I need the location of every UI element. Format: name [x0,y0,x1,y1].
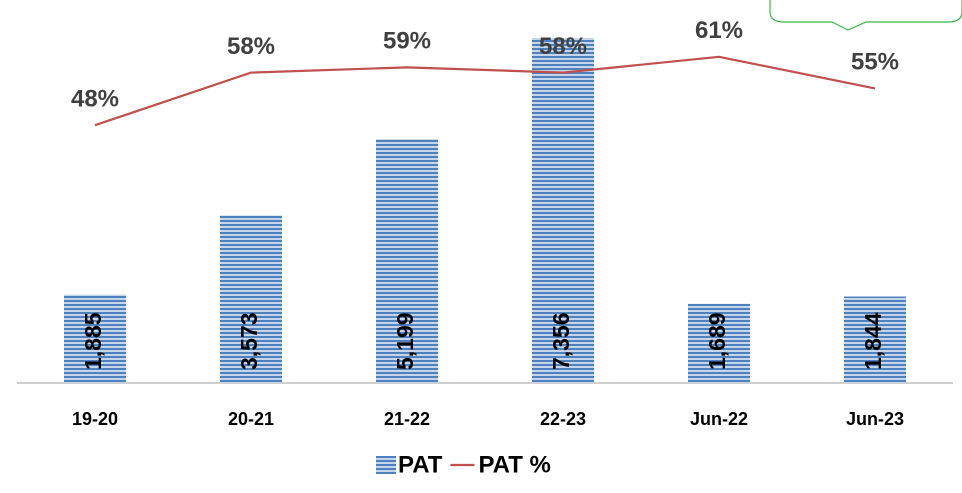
x-tick-label: 22-23 [540,409,586,429]
bar-value-label: 1,885 [80,312,106,370]
x-tick-label: 19-20 [72,409,118,429]
line-value-label: 61% [695,17,743,44]
bar [376,139,438,383]
bar [220,215,282,383]
bar [64,294,126,383]
bar-value-label: 7,356 [548,312,574,370]
x-tick-label: 21-22 [384,409,430,429]
line-value-label: 58% [539,33,587,60]
line-value-label: 59% [383,28,431,55]
bar-value-label: 1,844 [860,312,886,370]
legend-swatch [376,456,396,474]
bar-value-label: 3,573 [236,312,262,370]
x-tick-label: Jun-23 [846,409,904,429]
line-value-label: 55% [851,49,899,76]
line-value-label: 48% [71,86,119,113]
x-tick-label: 20-21 [228,409,274,429]
bar [532,38,594,383]
bar [844,296,906,383]
bar-value-label: 1,689 [704,312,730,370]
x-tick-label: Jun-22 [690,409,748,429]
bar [688,303,750,383]
callout-shape [769,0,962,31]
legend-label: PAT [398,451,443,478]
legend-label: PAT % [478,451,550,478]
line [94,55,876,127]
line-value-label: 58% [227,33,275,60]
bar-value-label: 5,199 [392,312,418,370]
